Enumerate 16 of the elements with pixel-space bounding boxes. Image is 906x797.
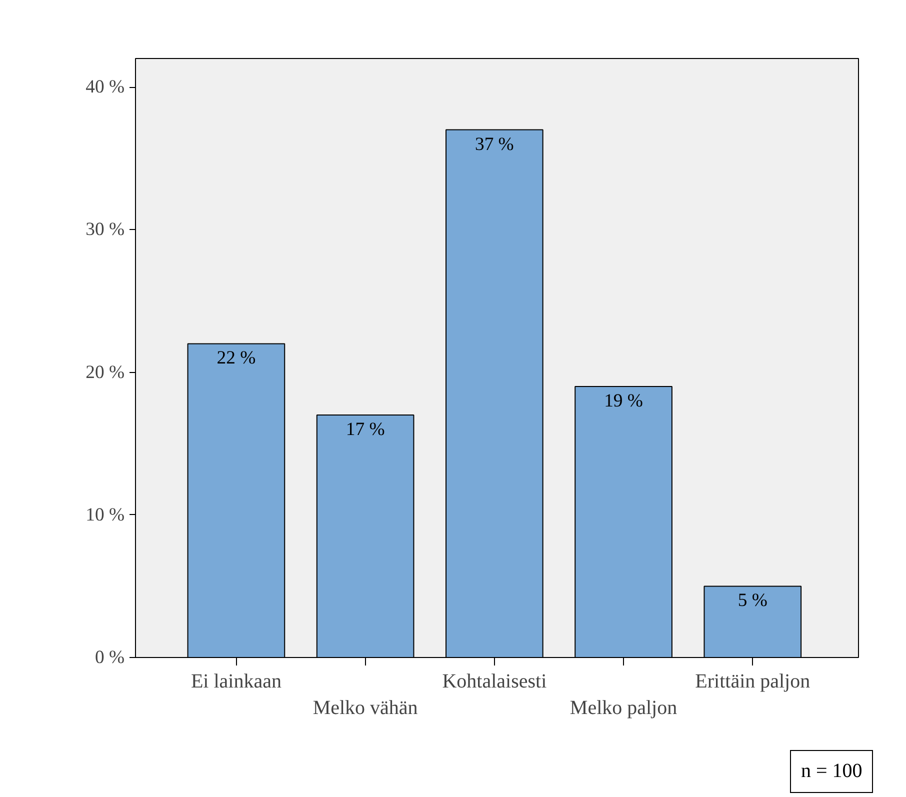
y-tick-label: 40 % — [86, 76, 125, 98]
x-tick-label: Melko vähän — [312, 696, 418, 719]
data-label: 17 % — [346, 419, 385, 440]
y-tick-label: 20 % — [86, 362, 125, 383]
y-tick-label: 0 % — [94, 647, 125, 668]
text: n = 100 — [801, 759, 862, 784]
data-label: 5 % — [738, 590, 768, 612]
x-tick-label: Kohtalaisesti — [442, 670, 548, 692]
x-tick-label: Ei lainkaan — [190, 670, 282, 692]
x-tick-label: Melko paljon — [570, 696, 678, 719]
data-label: 22 % — [216, 348, 256, 369]
data-label: 37 % — [474, 134, 514, 155]
y-tick-label: 30 % — [86, 219, 125, 240]
data-label: 19 % — [604, 390, 643, 412]
x-tick-label: Erittäin paljon — [695, 670, 810, 692]
y-tick-label: 10 % — [86, 504, 125, 526]
